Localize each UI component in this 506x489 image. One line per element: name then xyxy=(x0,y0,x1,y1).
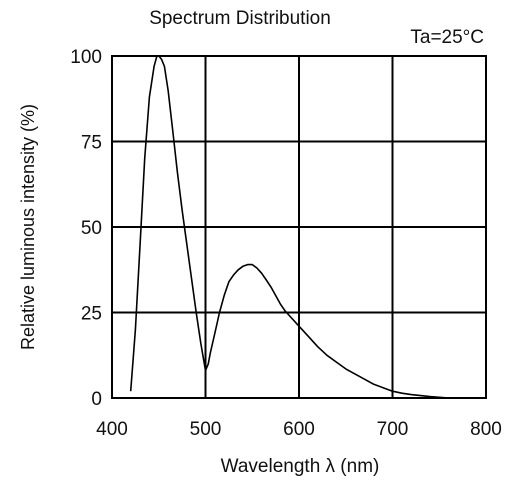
x-tick-label-3: 700 xyxy=(377,419,409,440)
spectrum-series-line xyxy=(129,55,449,399)
tick-labels: 400 500 600 700 800 0 25 50 75 100 xyxy=(70,47,502,440)
grid-lines xyxy=(112,56,486,398)
y-axis-label: Relative luminous intensity (%) xyxy=(18,104,38,350)
x-tick-label-1: 500 xyxy=(190,419,222,440)
y-tick-label-2: 50 xyxy=(81,218,102,239)
temperature-annotation: Ta=25°C xyxy=(410,27,484,48)
x-tick-label-2: 600 xyxy=(283,419,315,440)
y-tick-label-0: 0 xyxy=(91,389,102,410)
chart-title: Spectrum Distribution xyxy=(149,8,331,29)
y-tick-label-1: 25 xyxy=(81,304,102,325)
y-tick-label-3: 75 xyxy=(81,133,102,154)
x-tick-label-4: 800 xyxy=(470,419,502,440)
x-tick-label-0: 400 xyxy=(96,419,128,440)
x-axis-label: Wavelength λ (nm) xyxy=(221,456,380,477)
y-tick-label-4: 100 xyxy=(70,47,102,68)
